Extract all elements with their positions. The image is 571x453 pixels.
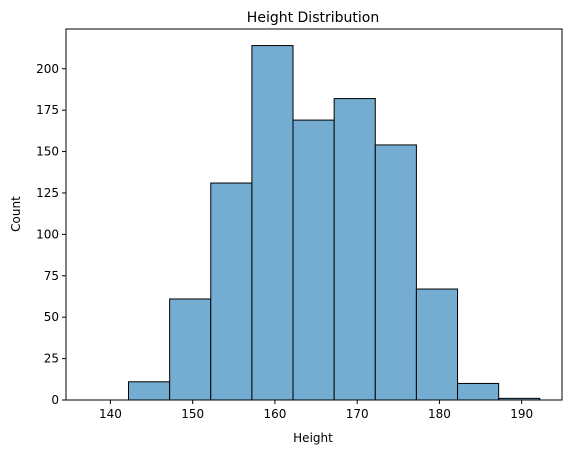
y-tick-label-50: 50	[44, 310, 59, 324]
y-tick-label-200: 200	[36, 62, 59, 76]
x-tick-label-150: 150	[181, 407, 204, 421]
histogram-bar-5	[292, 119, 335, 401]
histogram-bar-8	[415, 288, 459, 401]
y-tick-label-0: 0	[51, 393, 59, 407]
histogram-bar-1	[128, 381, 171, 401]
histogram-bar-2	[169, 298, 212, 401]
histogram-bars	[128, 45, 541, 401]
y-tick-label-75: 75	[44, 269, 59, 283]
y-tick-label-25: 25	[44, 352, 59, 366]
y-tick-label-125: 125	[36, 186, 59, 200]
x-tick-label-140: 140	[99, 407, 122, 421]
chart-title: Height Distribution	[247, 10, 379, 26]
y-axis-label: Count	[9, 196, 23, 232]
histogram-bar-3	[210, 182, 253, 401]
y-tick-label-175: 175	[36, 103, 59, 117]
plot-frame	[65, 28, 563, 401]
x-axis-label: Height	[293, 431, 333, 445]
y-tick-label-150: 150	[36, 145, 59, 159]
histogram-bar-4	[251, 45, 294, 401]
histogram-bar-9	[457, 382, 500, 401]
x-tick-label-160: 160	[263, 407, 286, 421]
x-tick-label-190: 190	[510, 407, 533, 421]
x-tick-label-180: 180	[428, 407, 451, 421]
y-axis-ticks: 0 25 50 75 100 125 150 175 200	[36, 62, 66, 407]
histogram-bar-6	[333, 98, 376, 401]
y-tick-label-100: 100	[36, 227, 59, 241]
x-tick-label-170: 170	[346, 407, 369, 421]
x-axis-ticks: 140 150 160 170 180 190	[99, 400, 533, 421]
histogram-bar-7	[374, 144, 417, 401]
